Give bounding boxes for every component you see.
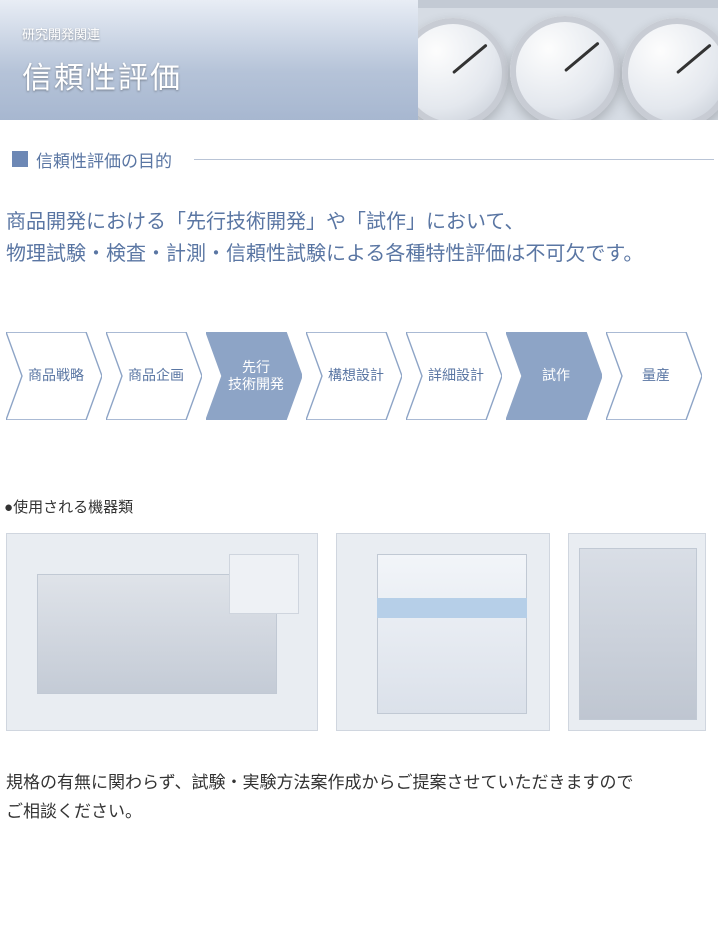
closing-paragraph: 規格の有無に関わらず、試験・実験方法案作成からご提案させていただきますので ご相… <box>6 769 712 827</box>
banner-category: 研究開発関連 <box>22 24 418 43</box>
gauge-icon <box>510 16 620 120</box>
equipment-image-2 <box>336 533 550 731</box>
equipment-placeholder-shape <box>579 548 697 720</box>
bullet-icon: ● <box>4 499 13 516</box>
flow-step: 構想設計 <box>306 332 402 420</box>
closing-line-1: 規格の有無に関わらず、試験・実験方法案作成からご提案させていただきますので <box>6 769 712 798</box>
heading-rule <box>194 159 714 160</box>
flow-step-label: 商品戦略 <box>18 367 90 385</box>
gauge-icon <box>622 18 718 120</box>
banner-top-bar <box>418 0 718 8</box>
intro-paragraph: 商品開発における「先行技術開発」や「試作」において、 物理試験・検査・計測・信頼… <box>6 206 712 270</box>
flow-step-label: 試作 <box>532 367 576 385</box>
equipment-image-row <box>6 533 712 731</box>
square-bullet-icon <box>12 151 28 167</box>
section-heading: 信頼性評価の目的 <box>12 148 718 170</box>
equipment-image-3 <box>568 533 706 731</box>
gauge-icon <box>418 18 508 120</box>
equipment-subheading-text: 使用される機器類 <box>13 499 133 516</box>
intro-line-1: 商品開発における「先行技術開発」や「試作」において、 <box>6 206 712 238</box>
banner-image-gauges <box>418 0 718 120</box>
equipment-subheading: ●使用される機器類 <box>4 496 718 517</box>
process-flow: 商品戦略 商品企画 先行 技術開発 構想設計 詳細設計 試作 量産 <box>6 332 718 420</box>
flow-step-label: 商品企画 <box>118 367 190 385</box>
flow-step: 先行 技術開発 <box>206 332 302 420</box>
equipment-image-1 <box>6 533 318 731</box>
flow-step-label: 構想設計 <box>318 367 390 385</box>
flow-step-label: 量産 <box>632 367 676 385</box>
page-banner: 研究開発関連 信頼性評価 <box>0 0 718 120</box>
flow-step-label: 先行 技術開発 <box>218 359 290 394</box>
intro-line-2: 物理試験・検査・計測・信頼性試験による各種特性評価は不可欠です。 <box>6 238 712 270</box>
banner-text-area: 研究開発関連 信頼性評価 <box>0 0 418 120</box>
flow-step: 商品戦略 <box>6 332 102 420</box>
equipment-placeholder-shape <box>377 554 527 714</box>
flow-step: 詳細設計 <box>406 332 502 420</box>
section-heading-text: 信頼性評価の目的 <box>36 147 172 172</box>
flow-step: 商品企画 <box>106 332 202 420</box>
banner-title: 信頼性評価 <box>22 53 418 97</box>
flow-step: 試作 <box>506 332 602 420</box>
closing-line-2: ご相談ください。 <box>6 798 712 827</box>
flow-step-label: 詳細設計 <box>418 367 490 385</box>
equipment-placeholder-shape <box>377 598 527 618</box>
flow-step: 量産 <box>606 332 702 420</box>
equipment-placeholder-shape <box>229 554 299 614</box>
